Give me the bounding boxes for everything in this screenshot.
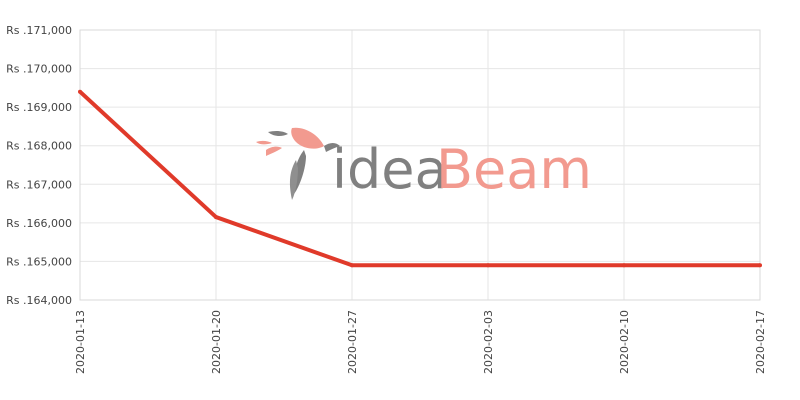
watermark-idea: idea <box>332 138 448 201</box>
y-tick-label: Rs .167,000 <box>6 178 72 191</box>
y-tick-label: Rs .168,000 <box>6 140 72 153</box>
x-tick-label: 2020-02-10 <box>618 310 631 374</box>
x-tick-label: 2020-01-20 <box>210 310 223 374</box>
series-layer <box>78 89 762 268</box>
data-point <box>622 263 626 268</box>
y-tick-label: Rs .166,000 <box>6 217 72 230</box>
plot-area <box>79 29 761 301</box>
data-point <box>214 215 218 220</box>
x-tick-label: 2020-02-17 <box>754 310 767 374</box>
y-axis-ticks: Rs .164,000 Rs .165,000 Rs .166,000 Rs .167… <box>6 24 72 307</box>
y-tick-label: Rs .170,000 <box>6 63 72 76</box>
data-point <box>758 263 762 268</box>
data-point <box>486 263 490 268</box>
x-tick-label: 2020-01-13 <box>74 310 87 374</box>
watermark-beam: Beam <box>436 138 592 201</box>
x-axis-ticks: 2020-01-13 2020-01-20 2020-01-27 2020-02-03… <box>74 310 767 374</box>
y-tick-label: Rs .164,000 <box>6 294 72 307</box>
y-tick-label: Rs .165,000 <box>6 255 72 268</box>
x-tick-label: 2020-01-27 <box>346 310 359 374</box>
y-tick-label: Rs .171,000 <box>6 24 72 37</box>
y-tick-label: Rs .169,000 <box>6 101 72 114</box>
data-point <box>78 89 82 94</box>
ideabeam-watermark: idea Beam <box>256 127 592 201</box>
x-tick-label: 2020-02-03 <box>482 310 495 374</box>
bird-logo-icon <box>256 127 340 200</box>
price-series-line <box>78 90 760 268</box>
data-point <box>350 263 354 268</box>
